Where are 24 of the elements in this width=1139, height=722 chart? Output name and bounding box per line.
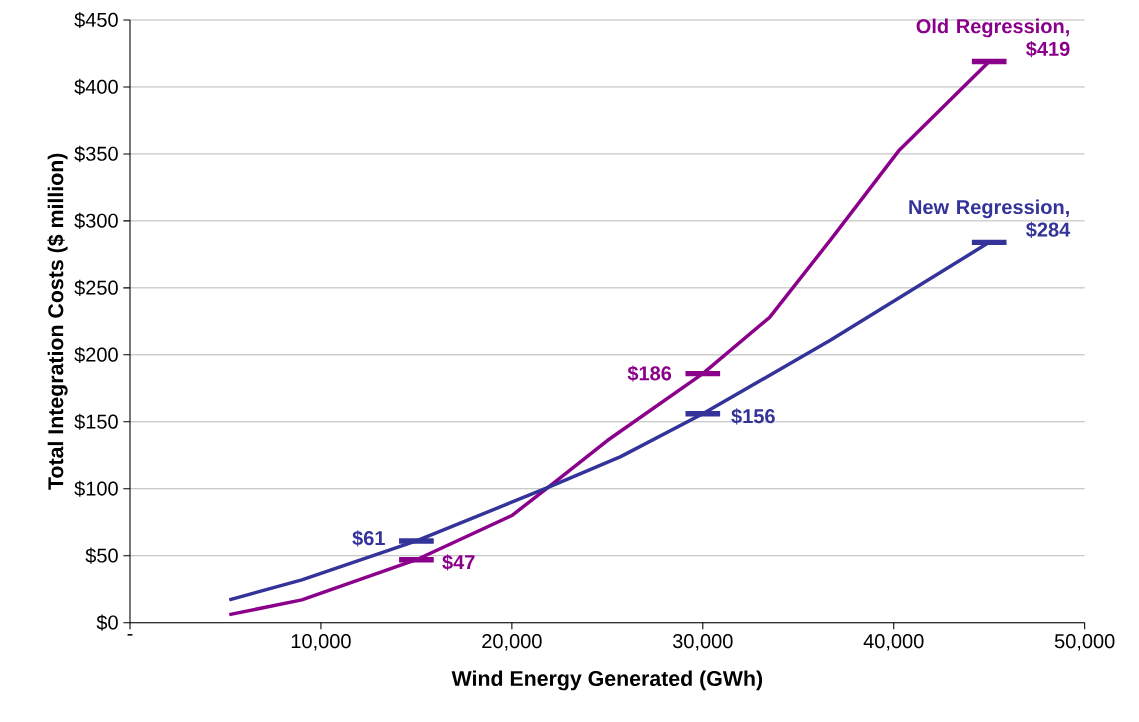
- y-tick-label: $200: [74, 346, 118, 363]
- y-axis-title: Total Integration Costs ($ million): [47, 153, 68, 490]
- y-tick-label: $0: [96, 614, 118, 631]
- annotation: $61: [352, 530, 385, 547]
- y-tick-label: $350: [74, 145, 118, 163]
- y-tick-label: $300: [74, 212, 118, 229]
- annotation: $47: [442, 554, 475, 571]
- x-tick-label: 20,000: [482, 634, 542, 651]
- y-tick-label: $50: [85, 547, 118, 564]
- y-tick-label: $250: [74, 279, 118, 296]
- annotation: New Regression, $284: [909, 199, 1071, 239]
- x-axis-title: Wind Energy Generated (GWh): [451, 670, 763, 691]
- annotation: $186: [627, 365, 672, 382]
- x-tick-label: 30,000: [672, 634, 733, 651]
- y-tick-label: $400: [74, 78, 118, 96]
- annotation: Old Regression, $419: [916, 18, 1070, 58]
- annotation: $156: [731, 408, 775, 425]
- y-tick-label: $100: [74, 480, 118, 497]
- x-tick-label: -: [127, 634, 133, 636]
- y-tick-label: $150: [74, 413, 118, 430]
- x-tick-label: 50,000: [1054, 634, 1115, 651]
- x-tick-label: 40,000: [863, 634, 924, 651]
- x-tick-label: 10,000: [291, 634, 351, 651]
- y-tick-label: $450: [74, 11, 118, 29]
